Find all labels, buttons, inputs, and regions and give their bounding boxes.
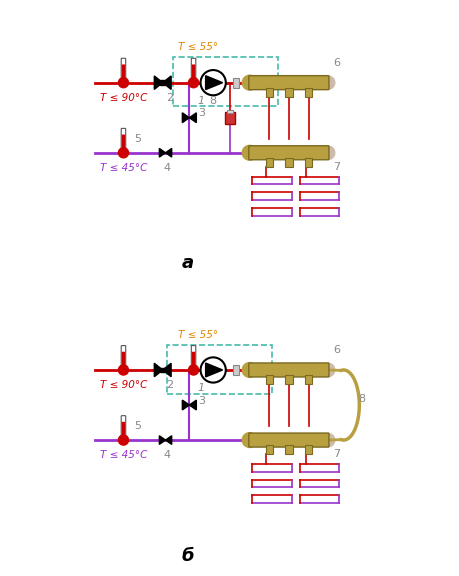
- Circle shape: [118, 435, 128, 445]
- Text: 5: 5: [134, 421, 140, 431]
- Polygon shape: [165, 149, 171, 157]
- Polygon shape: [162, 76, 171, 89]
- Bar: [265, 158, 272, 167]
- Bar: [160, 81, 165, 85]
- Circle shape: [242, 145, 257, 160]
- Circle shape: [118, 365, 128, 375]
- FancyBboxPatch shape: [191, 65, 195, 79]
- FancyBboxPatch shape: [248, 433, 328, 447]
- Text: T ≤ 45°C: T ≤ 45°C: [100, 450, 147, 460]
- FancyBboxPatch shape: [248, 146, 328, 160]
- Circle shape: [188, 365, 198, 375]
- Text: T ≤ 90°C: T ≤ 90°C: [100, 93, 147, 103]
- FancyBboxPatch shape: [122, 422, 125, 436]
- FancyBboxPatch shape: [122, 135, 125, 149]
- Text: 5: 5: [134, 134, 140, 143]
- Text: T ≤ 90°C: T ≤ 90°C: [100, 380, 147, 390]
- Bar: [304, 88, 312, 97]
- Bar: [304, 445, 312, 454]
- Circle shape: [188, 78, 198, 88]
- Circle shape: [242, 433, 257, 448]
- FancyBboxPatch shape: [122, 65, 125, 79]
- Text: 1: 1: [196, 96, 204, 105]
- Circle shape: [200, 357, 225, 382]
- Circle shape: [200, 70, 225, 95]
- Bar: [304, 375, 312, 384]
- Text: б: б: [181, 547, 194, 564]
- FancyBboxPatch shape: [248, 363, 328, 377]
- Text: 7: 7: [332, 449, 339, 459]
- FancyBboxPatch shape: [191, 346, 196, 366]
- Bar: [285, 445, 292, 454]
- Bar: [265, 375, 272, 384]
- Text: 6: 6: [332, 345, 339, 355]
- Polygon shape: [182, 400, 189, 410]
- Text: 8: 8: [209, 96, 216, 105]
- Text: 6: 6: [332, 58, 339, 68]
- Bar: [227, 110, 232, 113]
- Circle shape: [118, 147, 128, 158]
- Polygon shape: [205, 363, 222, 377]
- FancyBboxPatch shape: [191, 352, 195, 366]
- Circle shape: [321, 76, 334, 89]
- Text: T ≤ 45°C: T ≤ 45°C: [100, 163, 147, 173]
- Text: T ≤ 55°: T ≤ 55°: [178, 43, 218, 52]
- Bar: [265, 445, 272, 454]
- FancyBboxPatch shape: [248, 75, 328, 90]
- Polygon shape: [165, 436, 171, 444]
- Bar: [172, 58, 277, 107]
- Circle shape: [118, 78, 128, 88]
- Bar: [232, 366, 239, 375]
- Text: 2: 2: [166, 380, 173, 390]
- Bar: [160, 367, 165, 372]
- Circle shape: [242, 75, 257, 90]
- FancyBboxPatch shape: [122, 352, 125, 366]
- Bar: [285, 158, 292, 167]
- Text: 8: 8: [358, 394, 364, 404]
- Bar: [285, 375, 292, 384]
- Polygon shape: [154, 363, 162, 377]
- Polygon shape: [154, 76, 162, 89]
- Text: 3: 3: [198, 396, 205, 406]
- Polygon shape: [162, 363, 171, 377]
- FancyBboxPatch shape: [121, 128, 125, 149]
- Circle shape: [321, 146, 334, 160]
- Bar: [167, 345, 271, 394]
- FancyBboxPatch shape: [121, 416, 125, 437]
- Text: 2: 2: [166, 93, 173, 103]
- Text: 3: 3: [198, 108, 205, 118]
- Bar: [304, 158, 312, 167]
- Circle shape: [242, 362, 257, 377]
- Text: T ≤ 55°: T ≤ 55°: [178, 329, 218, 340]
- Polygon shape: [182, 113, 189, 123]
- Circle shape: [321, 433, 334, 447]
- Bar: [224, 112, 235, 124]
- Polygon shape: [159, 436, 165, 444]
- Circle shape: [321, 363, 334, 377]
- Text: 7: 7: [332, 162, 339, 172]
- Polygon shape: [189, 400, 196, 410]
- FancyBboxPatch shape: [121, 58, 125, 79]
- FancyBboxPatch shape: [191, 58, 196, 79]
- Text: 4: 4: [163, 163, 170, 173]
- Text: а: а: [181, 253, 194, 272]
- Polygon shape: [189, 113, 196, 123]
- Bar: [265, 88, 272, 97]
- Polygon shape: [205, 75, 222, 90]
- Text: 4: 4: [163, 450, 170, 460]
- Text: 1: 1: [196, 383, 204, 393]
- FancyBboxPatch shape: [121, 346, 125, 366]
- Polygon shape: [159, 149, 165, 157]
- Bar: [232, 78, 239, 88]
- Bar: [285, 88, 292, 97]
